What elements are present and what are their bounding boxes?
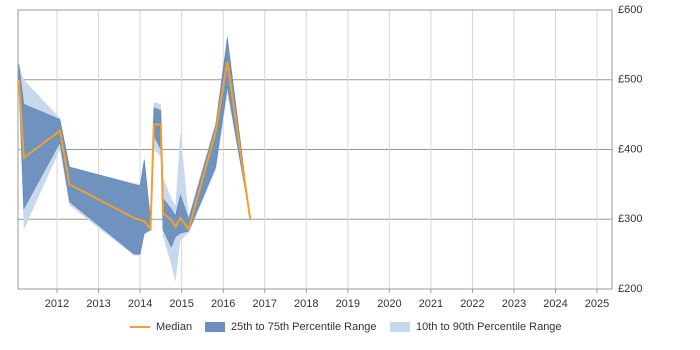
legend-swatch: [205, 322, 225, 332]
legend-swatch: [390, 322, 410, 332]
median-line: [17, 61, 252, 232]
x-tick-label: 2014: [128, 298, 152, 310]
x-tick-label: 2012: [45, 298, 69, 310]
y-tick-label: £600: [618, 4, 642, 16]
y-tick-label: £200: [618, 283, 642, 295]
x-tick-label: 2017: [252, 298, 276, 310]
x-tick-label: 2019: [336, 298, 360, 310]
plot-frame: [17, 9, 613, 290]
y-tick-label: £500: [618, 74, 642, 86]
x-tick-label: 2022: [460, 298, 484, 310]
x-tick-label: 2020: [377, 298, 401, 310]
x-tick-label: 2025: [585, 298, 609, 310]
x-tick-label: 2023: [502, 298, 526, 310]
legend-label: 10th to 90th Percentile Range: [416, 321, 562, 333]
x-tick-label: 2021: [419, 298, 443, 310]
legend-label: 25th to 75th Percentile Range: [231, 321, 377, 333]
x-tick-label: 2015: [169, 298, 193, 310]
x-tick-label: 2016: [211, 298, 235, 310]
percentile-band: [18, 37, 251, 255]
x-tick-label: 2024: [543, 298, 567, 310]
x-tick-label: 2018: [294, 298, 318, 310]
y-tick-label: £400: [618, 143, 642, 155]
y-tick-label: £300: [618, 213, 642, 225]
x-tick-label: 2013: [86, 298, 110, 310]
legend-label: Median: [156, 321, 192, 333]
